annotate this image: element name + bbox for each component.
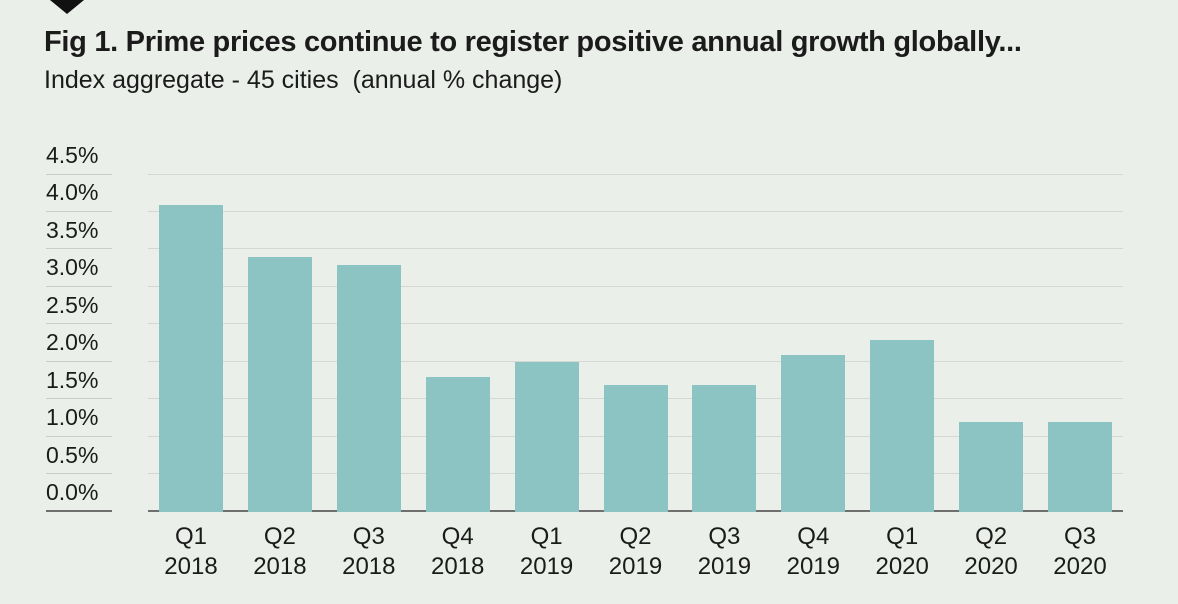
bar-q2-2018 <box>247 257 312 512</box>
y-gridline <box>148 323 1123 325</box>
x-tick-line: Q2 <box>263 523 296 550</box>
y-tick-underline <box>46 473 112 475</box>
y-tick-label: 4.5% <box>46 142 99 168</box>
x-tick-label: Q3 2019 <box>664 522 784 582</box>
x-tick-label: Q2 2020 <box>931 522 1051 582</box>
x-tick-label: Q3 2020 <box>1020 522 1140 582</box>
x-tick-line: Q3 <box>1063 523 1096 550</box>
x-tick-label: Q2 2019 <box>576 522 696 582</box>
y-tick-label: 3.0% <box>46 254 99 281</box>
down-triangle-icon <box>50 0 84 14</box>
y-tick-underline <box>46 173 112 175</box>
y-tick-underline <box>46 398 112 400</box>
y-tick-underline <box>46 435 112 437</box>
x-tick-line: 2019 <box>697 553 752 580</box>
x-tick-line: Q1 <box>886 523 919 550</box>
x-tick-line: 2020 <box>964 553 1018 580</box>
x-tick-line: 2020 <box>875 553 929 580</box>
bar-q3-2019 <box>692 384 757 512</box>
y-tick-underline <box>46 360 112 362</box>
bar-q2-2020 <box>959 422 1024 512</box>
x-tick-label: Q3 2018 <box>309 522 429 582</box>
bar-q4-2018 <box>425 377 490 512</box>
x-tick-line: 2018 <box>253 553 307 580</box>
x-tick-label: Q1 2020 <box>842 522 962 582</box>
y-gridline <box>148 173 1123 175</box>
y-tick-underline <box>46 285 112 287</box>
y-tick-underline <box>46 323 112 325</box>
x-tick-line: 2018 <box>342 553 396 580</box>
x-tick-line: Q2 <box>619 523 652 550</box>
y-tick-label: 2.0% <box>46 329 99 356</box>
x-tick-line: Q4 <box>797 523 830 550</box>
bar-q3-2018 <box>336 264 401 512</box>
x-tick-line: Q1 <box>530 523 563 550</box>
x-tick-line: Q2 <box>975 523 1008 550</box>
y-tick-label: 3.5% <box>46 216 99 243</box>
figure-title: Fig 1. Prime prices continue to register… <box>44 26 1022 58</box>
y-gridline <box>148 210 1123 212</box>
x-tick-label: Q2 2018 <box>220 522 340 582</box>
x-tick-label: Q1 2018 <box>131 522 251 582</box>
y-tick-label: 1.0% <box>46 404 99 431</box>
x-tick-line: 2019 <box>608 553 663 580</box>
x-tick-line: Q4 <box>441 523 474 550</box>
y-tick-underline <box>46 248 112 250</box>
y-tick-label: 1.5% <box>46 366 99 393</box>
x-tick-line: Q3 <box>708 523 741 550</box>
y-gridline <box>148 360 1123 362</box>
x-tick-line: 2019 <box>786 553 840 580</box>
bar-q3-2020 <box>1048 422 1112 512</box>
x-tick-line: Q3 <box>352 523 385 550</box>
x-tick-label: Q4 2018 <box>398 522 518 582</box>
x-tick-line: 2018 <box>430 553 485 580</box>
y-tick-label: 4.0% <box>46 179 99 206</box>
figure-subtitle: Index aggregate - 45 cities (annual % ch… <box>44 66 563 94</box>
x-tick-label: Q4 2019 <box>753 522 873 582</box>
y-tick-underline <box>46 510 112 512</box>
bar-q2-2019 <box>603 384 668 512</box>
y-gridline <box>148 285 1123 287</box>
bar-q1-2018 <box>159 204 223 512</box>
y-tick-label: 0.0% <box>46 479 99 505</box>
x-tick-line: 2020 <box>1053 553 1107 580</box>
x-tick-line: 2018 <box>164 553 218 580</box>
x-tick-line: 2019 <box>519 553 574 580</box>
bar-q4-2019 <box>781 354 846 512</box>
y-tick-label: 0.5% <box>46 441 99 468</box>
x-tick-line: Q1 <box>174 523 207 550</box>
bar-q1-2020 <box>870 339 935 512</box>
bar-q1-2019 <box>514 362 579 512</box>
y-tick-label: 2.5% <box>46 291 99 318</box>
x-tick-label: Q1 2019 <box>487 522 607 582</box>
y-gridline <box>148 248 1123 250</box>
y-tick-underline <box>46 210 112 212</box>
